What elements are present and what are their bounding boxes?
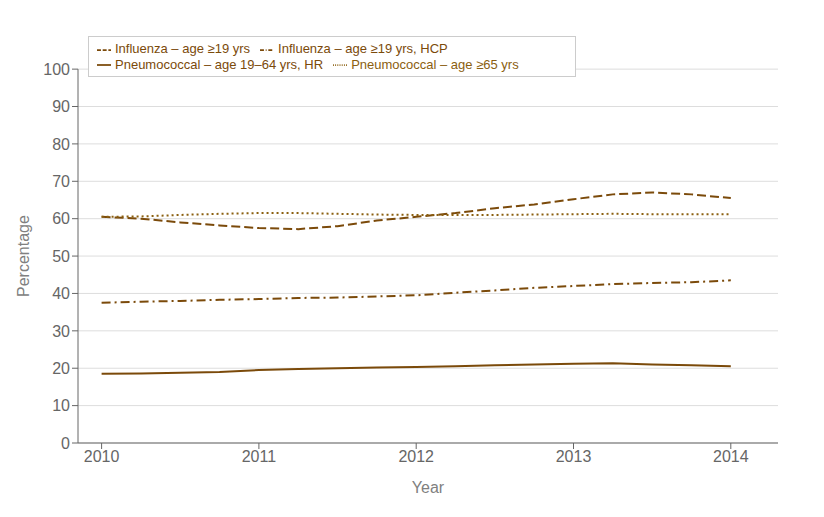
svg-text:40: 40	[52, 285, 70, 302]
svg-text:90: 90	[52, 98, 70, 115]
svg-text:50: 50	[52, 248, 70, 265]
svg-text:0: 0	[61, 435, 70, 452]
html-text:Pneumococcal – age ≥65 yrs: Pneumococcal – age ≥65 yrs	[351, 56, 519, 72]
svg-text:2011: 2011	[242, 448, 277, 465]
svg-text:80: 80	[52, 136, 70, 153]
html-text:Influenza – age ≥19 yrs: Influenza – age ≥19 yrs	[115, 41, 251, 56]
svg-text:100: 100	[43, 61, 70, 78]
svg-text:Year: Year	[412, 479, 445, 496]
svg-text:2014: 2014	[713, 448, 749, 465]
svg-text:2010: 2010	[84, 448, 120, 465]
svg-text:Percentage: Percentage	[15, 215, 32, 297]
svg-text:60: 60	[52, 210, 70, 227]
svg-text:70: 70	[52, 173, 70, 190]
svg-text:30: 30	[52, 323, 70, 340]
svg-text:2012: 2012	[398, 448, 434, 465]
svg-text:20: 20	[52, 360, 70, 377]
svg-text:2013: 2013	[556, 448, 592, 465]
html-text:Influenza – age ≥19 yrs, HCP: Influenza – age ≥19 yrs, HCP	[278, 41, 448, 56]
svg-text:10: 10	[52, 397, 70, 414]
html-text:Pneumococcal – age 19–64 yrs,: Pneumococcal – age 19–64 yrs, HR	[115, 56, 324, 72]
